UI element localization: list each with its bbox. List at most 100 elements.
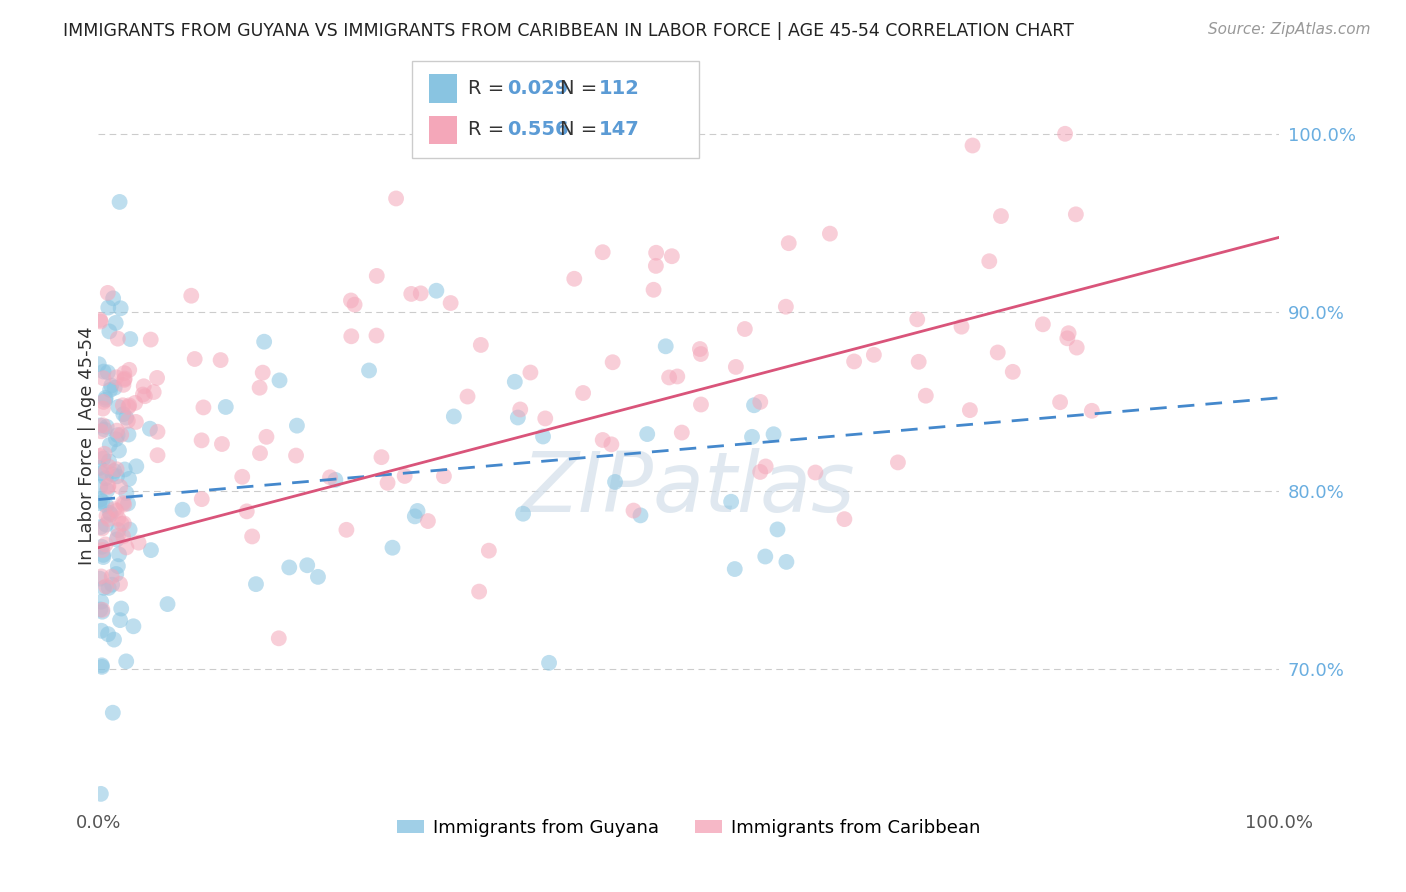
- Point: [245, 577, 267, 591]
- Point: [108, 443, 131, 458]
- Point: [112, 516, 135, 531]
- Point: [503, 375, 526, 389]
- Point: [1081, 404, 1104, 418]
- Point: [285, 418, 308, 433]
- Point: [887, 455, 910, 469]
- Point: [506, 410, 529, 425]
- Point: [236, 504, 259, 518]
- Point: [778, 236, 800, 251]
- Point: [457, 390, 479, 404]
- Point: [93, 447, 115, 461]
- Point: [112, 529, 135, 543]
- Text: R =: R =: [468, 120, 510, 139]
- Point: [89, 602, 111, 616]
- Point: [959, 403, 981, 417]
- Text: 147: 147: [599, 120, 640, 139]
- Point: [512, 507, 534, 521]
- Point: [101, 291, 124, 305]
- Point: [89, 418, 111, 433]
- Point: [623, 503, 645, 517]
- Point: [118, 363, 141, 377]
- Point: [96, 508, 118, 523]
- Point: [630, 508, 652, 523]
- Point: [117, 496, 139, 510]
- Point: [139, 333, 162, 347]
- Point: [343, 297, 366, 311]
- Point: [297, 558, 319, 573]
- Point: [658, 370, 681, 384]
- Point: [1032, 318, 1054, 332]
- Point: [87, 357, 110, 371]
- Point: [654, 339, 676, 353]
- Point: [741, 430, 763, 444]
- Point: [987, 345, 1010, 359]
- Point: [107, 400, 129, 414]
- Point: [146, 371, 169, 385]
- Point: [409, 286, 432, 301]
- Point: [602, 355, 624, 369]
- Point: [190, 492, 212, 507]
- Point: [104, 316, 127, 330]
- Point: [112, 366, 135, 380]
- Point: [91, 543, 114, 558]
- Text: N =: N =: [560, 79, 603, 98]
- Point: [105, 424, 128, 438]
- Point: [114, 371, 136, 385]
- Point: [666, 369, 689, 384]
- Point: [538, 656, 561, 670]
- Point: [101, 467, 124, 482]
- Point: [117, 400, 139, 414]
- Point: [1056, 331, 1078, 345]
- Point: [766, 523, 789, 537]
- Point: [734, 322, 756, 336]
- Point: [381, 541, 404, 555]
- Point: [89, 496, 111, 510]
- Point: [440, 296, 463, 310]
- Point: [89, 460, 111, 475]
- Point: [100, 508, 122, 522]
- Point: [94, 537, 117, 551]
- Point: [335, 523, 357, 537]
- Point: [231, 470, 253, 484]
- Point: [377, 475, 399, 490]
- Point: [90, 595, 112, 609]
- Point: [252, 366, 274, 380]
- Point: [94, 579, 117, 593]
- Point: [105, 370, 128, 384]
- Point: [93, 371, 115, 385]
- Point: [211, 437, 233, 451]
- Point: [125, 415, 148, 429]
- Point: [107, 332, 129, 346]
- Point: [120, 332, 142, 346]
- Point: [90, 466, 112, 480]
- Point: [110, 480, 132, 494]
- Point: [118, 398, 141, 412]
- Point: [156, 597, 179, 611]
- Point: [122, 619, 145, 633]
- Point: [370, 450, 392, 465]
- Point: [100, 378, 122, 392]
- Point: [267, 632, 290, 646]
- Point: [105, 469, 128, 483]
- Point: [404, 509, 426, 524]
- Point: [307, 570, 329, 584]
- Point: [93, 395, 115, 409]
- Point: [269, 373, 291, 387]
- Point: [183, 351, 205, 366]
- Point: [724, 359, 747, 374]
- Point: [89, 313, 111, 327]
- Point: [863, 348, 886, 362]
- Point: [644, 259, 666, 273]
- Point: [105, 533, 128, 547]
- Point: [89, 572, 111, 586]
- Point: [115, 410, 138, 425]
- Point: [907, 355, 929, 369]
- Point: [89, 480, 111, 494]
- Point: [91, 451, 114, 466]
- Point: [146, 425, 169, 439]
- Legend: Immigrants from Guyana, Immigrants from Caribbean: Immigrants from Guyana, Immigrants from …: [389, 812, 988, 844]
- Point: [105, 462, 128, 476]
- Point: [91, 550, 114, 565]
- Point: [108, 194, 131, 209]
- Point: [534, 411, 557, 425]
